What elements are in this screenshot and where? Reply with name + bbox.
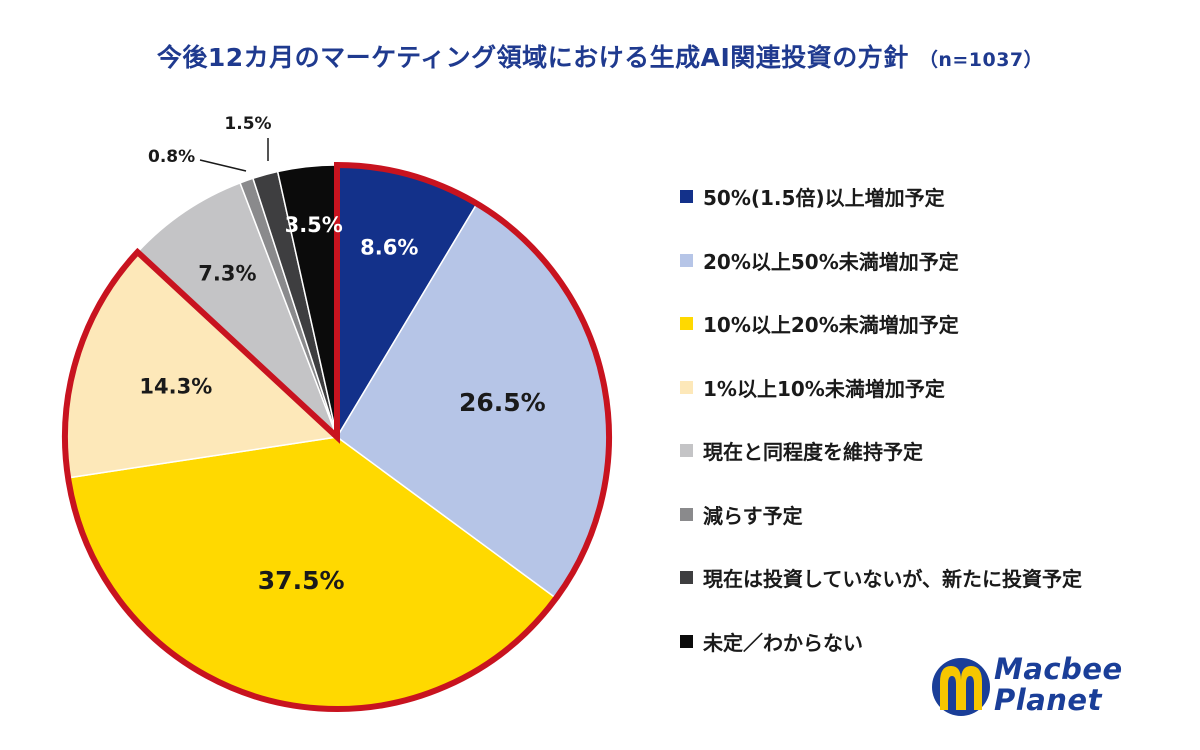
legend-item-6: 現在は投資していないが、新たに投資予定 <box>680 546 1082 610</box>
data-label-2: 37.5% <box>258 566 345 595</box>
legend-swatch-5 <box>680 507 693 521</box>
legend-item-5: 減らす予定 <box>680 483 1082 547</box>
logo-line2: Planet <box>994 683 1102 717</box>
legend-swatch-3 <box>680 380 693 394</box>
data-label-1: 26.5% <box>459 388 546 417</box>
legend-item-0: 50%(1.5倍)以上増加予定 <box>680 165 1082 229</box>
legend-label-3: 1%以上10%未満増加予定 <box>703 376 945 401</box>
legend-swatch-0 <box>680 190 693 204</box>
highlight-outline <box>62 161 612 712</box>
data-label-6: 1.5% <box>224 114 271 134</box>
logo-line1: Macbee <box>994 652 1123 686</box>
data-label-4: 7.3% <box>198 262 256 286</box>
leader-line-5 <box>199 159 247 172</box>
logo-mark-icon <box>932 658 990 716</box>
legend-label-4: 現在と同程度を維持予定 <box>703 440 923 465</box>
legend-swatch-1 <box>680 253 693 267</box>
legend-swatch-6 <box>680 571 693 585</box>
chart-title: 今後12カ月のマーケティング領域における生成AI関連投資の方針 （n=1037） <box>0 38 1200 74</box>
sample-size-label: （n=1037） <box>918 49 1044 71</box>
legend-label-1: 20%以上50%未満増加予定 <box>703 249 959 274</box>
data-label-7: 3.5% <box>285 213 343 237</box>
legend-item-7: 未定／わからない <box>680 610 1082 674</box>
legend-item-1: 20%以上50%未満増加予定 <box>680 229 1082 293</box>
pie-chart: 8.6% 26.5% 37.5% 14.3% 7.3% 0.8% 1.5% 3.5% <box>62 114 612 712</box>
chart-title-main: 今後12カ月のマーケティング領域における生成AI関連投資の方針 <box>156 43 909 72</box>
data-label-0: 8.6% <box>360 235 418 259</box>
legend-item-4: 現在と同程度を維持予定 <box>680 419 1082 483</box>
legend-swatch-7 <box>680 634 693 648</box>
legend-label-6: 現在は投資していないが、新たに投資予定 <box>703 567 1082 592</box>
legend-item-2: 10%以上20%未満増加予定 <box>680 292 1082 356</box>
legend-label-7: 未定／わからない <box>703 630 863 655</box>
pie-slice-4 <box>136 181 338 438</box>
macbee-planet-logo: Macbee Planet <box>930 650 1180 725</box>
legend-swatch-2 <box>680 317 693 331</box>
logo-wordmark: Macbee Planet <box>994 654 1123 716</box>
data-label-3: 14.3% <box>139 374 212 398</box>
data-label-5: 0.8% <box>148 147 195 167</box>
legend-item-3: 1%以上10%未満増加予定 <box>680 356 1082 420</box>
chart-legend: 50%(1.5倍)以上増加予定 20%以上50%未満増加予定 10%以上20%未満増… <box>680 165 1082 673</box>
legend-label-5: 減らす予定 <box>703 503 803 528</box>
legend-swatch-4 <box>680 444 693 458</box>
legend-label-0: 50%(1.5倍)以上増加予定 <box>703 186 945 211</box>
legend-label-2: 10%以上20%未満増加予定 <box>703 313 959 338</box>
